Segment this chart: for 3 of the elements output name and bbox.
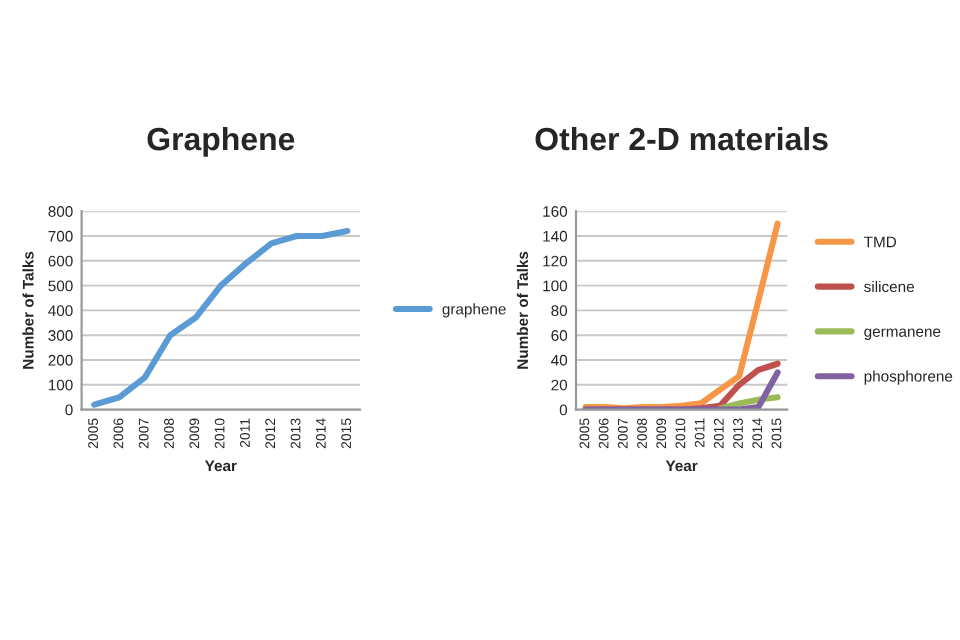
line-series [91,227,351,408]
chart-title: Graphene [147,126,295,157]
chart-title: Other 2-D materials [535,126,828,151]
